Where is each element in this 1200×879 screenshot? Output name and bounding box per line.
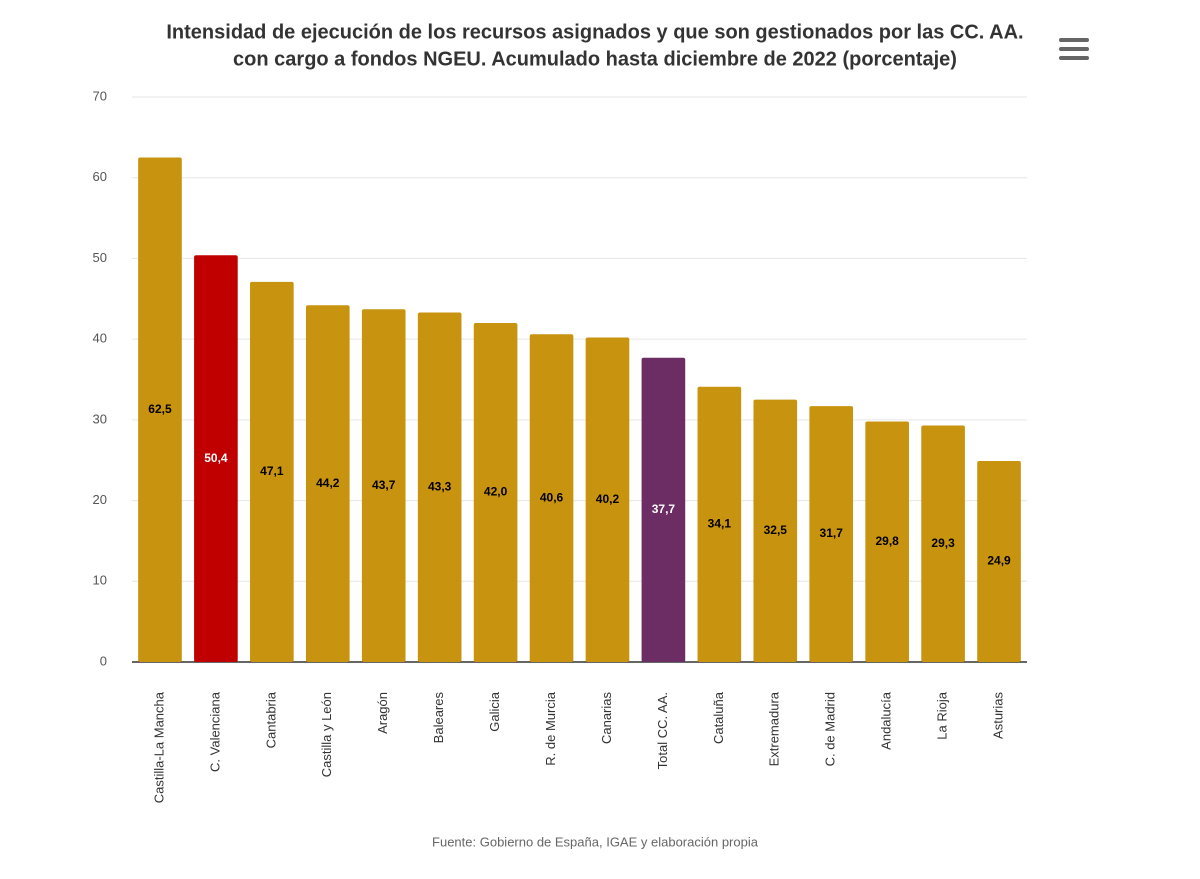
- x-tick-label: Galicia: [487, 691, 502, 732]
- x-tick-label: C. de Madrid: [823, 692, 838, 766]
- bar: [865, 421, 909, 662]
- bar: [250, 281, 294, 662]
- x-tick-label: Asturias: [990, 692, 1005, 739]
- data-label: 24,9: [987, 554, 1011, 568]
- x-tick-label: Castilla y León: [319, 692, 334, 777]
- data-label: 44,2: [316, 476, 340, 490]
- bar: [473, 323, 518, 662]
- menu-bar[interactable]: [1059, 56, 1089, 60]
- bar: [305, 305, 350, 662]
- data-label: 40,2: [596, 492, 620, 506]
- chart-title: Intensidad de ejecución de los recursos …: [166, 21, 1023, 43]
- bar: [921, 425, 965, 662]
- bar: [753, 399, 798, 662]
- y-tick-label: 40: [93, 331, 107, 346]
- data-label: 29,8: [875, 534, 899, 548]
- bar: [361, 309, 406, 662]
- y-tick-label: 60: [93, 169, 107, 184]
- data-label: 40,6: [540, 490, 564, 504]
- x-tick-label: Cantabria: [263, 691, 278, 748]
- bar: [641, 357, 686, 662]
- bar: [417, 312, 462, 662]
- y-tick-label: 70: [93, 88, 107, 103]
- x-tick-label: R. de Murcia: [543, 691, 558, 765]
- x-tick-label: Castilla-La Mancha: [151, 691, 166, 803]
- x-tick-label: La Rioja: [935, 691, 950, 739]
- chart-title: con cargo a fondos NGEU. Acumulado hasta…: [233, 48, 957, 70]
- y-tick-label: 20: [93, 492, 107, 507]
- x-tick-label: Baleares: [431, 692, 446, 744]
- x-tick-label: Aragón: [375, 692, 390, 734]
- x-tick-label: Andalucía: [879, 691, 894, 750]
- bar: [194, 255, 238, 662]
- x-tick-label: Cataluña: [711, 691, 726, 744]
- bar: [697, 386, 742, 662]
- data-label: 50,4: [204, 451, 228, 465]
- menu-bar[interactable]: [1059, 47, 1089, 51]
- menu-bar[interactable]: [1059, 38, 1089, 42]
- y-tick-label: 30: [93, 411, 107, 426]
- menu-button[interactable]: [1059, 38, 1089, 60]
- y-tick-label: 10: [93, 573, 107, 588]
- data-label: 31,7: [820, 526, 844, 540]
- bar: [977, 461, 1021, 662]
- x-tick-label: C. Valenciana: [207, 691, 222, 772]
- source-note: Fuente: Gobierno de España, IGAE y elabo…: [432, 834, 759, 849]
- x-tick-label: Canarias: [599, 692, 614, 745]
- data-label: 43,7: [372, 478, 396, 492]
- data-label: 29,3: [931, 536, 955, 550]
- data-label: 37,7: [652, 502, 676, 516]
- bar: [529, 334, 574, 662]
- y-tick-label: 50: [93, 250, 107, 265]
- data-label: 47,1: [260, 464, 284, 478]
- x-tick-label: Extremadura: [767, 691, 782, 766]
- x-tick-label: Total CC. AA.: [655, 692, 670, 769]
- bar: [809, 406, 854, 662]
- y-tick-label: 0: [100, 653, 107, 668]
- data-label: 42,0: [484, 485, 508, 499]
- data-label: 34,1: [708, 517, 732, 531]
- bar: [138, 157, 182, 663]
- data-label: 32,5: [764, 523, 788, 537]
- data-label: 62,5: [148, 402, 172, 416]
- bar: [585, 337, 630, 662]
- data-label: 43,3: [428, 479, 452, 493]
